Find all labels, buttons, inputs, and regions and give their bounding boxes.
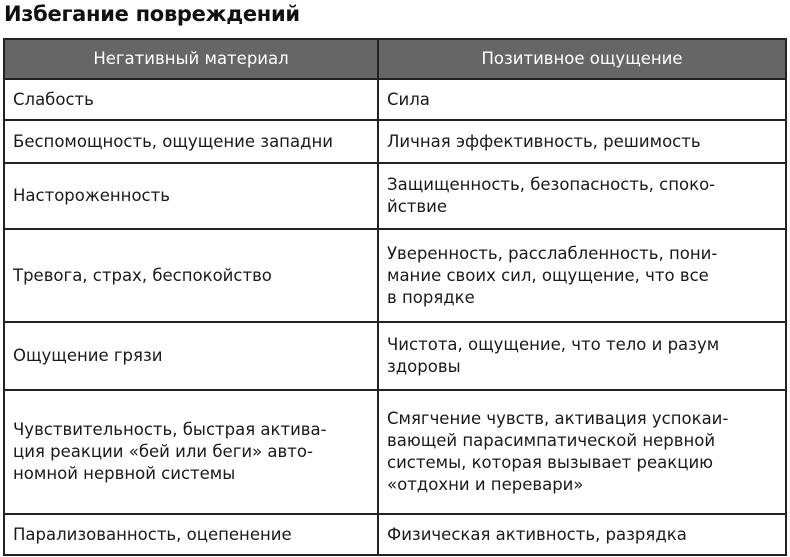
table-row: Слабость Сила <box>3 78 787 121</box>
header-negative: Негативный материал <box>3 38 379 80</box>
table-header-row: Негативный материал Позитивное ощущение <box>3 38 787 80</box>
header-positive: Позитивное ощущение <box>377 38 787 80</box>
positive-cell: Защищенность, безопасность, споко- йстви… <box>377 162 787 230</box>
positive-cell: Чистота, ощущение, что тело и разум здор… <box>377 321 787 391</box>
negative-cell: Парализованность, оцепенение <box>3 513 379 556</box>
negative-cell: Слабость <box>3 78 379 121</box>
negative-cell: Чувствительность, быстрая актива- ция ре… <box>3 389 379 515</box>
positive-cell: Уверенность, расслабленность, пони- мани… <box>377 228 787 323</box>
table-row: Беспомощность, ощущение западни Личная э… <box>3 119 787 164</box>
positive-cell: Физическая активность, разрядка <box>377 513 787 556</box>
positive-cell: Личная эффективность, решимость <box>377 119 787 164</box>
negative-cell: Тревога, страх, беспокойство <box>3 228 379 323</box>
negative-cell: Беспомощность, ощущение западни <box>3 119 379 164</box>
positive-cell: Сила <box>377 78 787 121</box>
positive-cell: Смягчение чувств, активация успокаи- ваю… <box>377 389 787 515</box>
negative-cell: Ощущение грязи <box>3 321 379 391</box>
table-row: Чувствительность, быстрая актива- ция ре… <box>3 389 787 515</box>
table-row: Ощущение грязи Чистота, ощущение, что те… <box>3 321 787 391</box>
table-row: Парализованность, оцепенение Физическая … <box>3 513 787 556</box>
page-title: Избегание повреждений <box>4 2 300 26</box>
table-row: Тревога, страх, беспокойство Уверенность… <box>3 228 787 323</box>
table-row: Настороженность Защищенность, безопаснос… <box>3 162 787 230</box>
comparison-table: Негативный материал Позитивное ощущение … <box>3 38 787 556</box>
negative-cell: Настороженность <box>3 162 379 230</box>
